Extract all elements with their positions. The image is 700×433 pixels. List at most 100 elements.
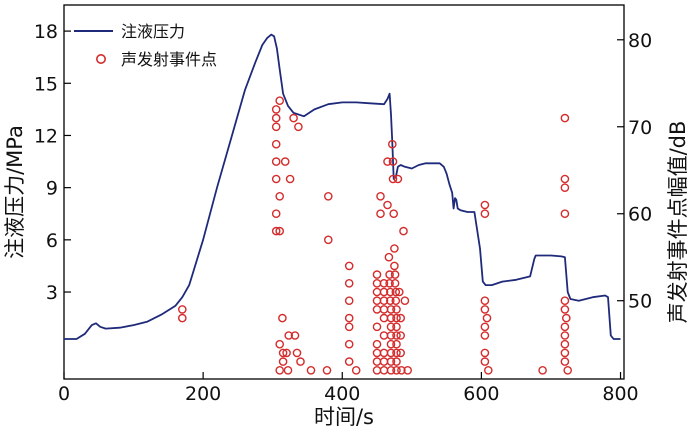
- ae-event-point: [397, 365, 406, 375]
- ae-event-point: [379, 296, 389, 306]
- ae-event-point: [344, 339, 354, 349]
- y-left-tick-label: 12: [34, 125, 58, 147]
- ae-event-point: [386, 357, 396, 366]
- ae-event-point: [560, 331, 570, 340]
- ae-event-point: [379, 287, 389, 297]
- ae-event-point: [392, 339, 401, 349]
- chart-marks: [64, 33, 621, 375]
- ae-event-point: [379, 331, 389, 340]
- ae-event-point: [560, 322, 570, 332]
- ae-event-point: [294, 122, 303, 132]
- ae-event-point: [344, 357, 354, 366]
- ae-event-point: [483, 365, 493, 375]
- ae-event-point: [392, 305, 401, 314]
- ae-event-point: [379, 357, 389, 366]
- ae-event-point: [278, 348, 288, 358]
- ae-event-point: [372, 365, 382, 375]
- ae-event-point: [177, 313, 187, 323]
- ae-event-point: [275, 339, 285, 349]
- ae-event-point: [386, 348, 396, 358]
- y-right-tick-label: 60: [628, 204, 652, 226]
- ae-event-point: [480, 331, 490, 340]
- ae-event-point: [275, 226, 285, 236]
- ae-event-point: [385, 287, 395, 297]
- ae-event-point: [391, 287, 401, 297]
- ae-event-point: [560, 339, 570, 349]
- axis-ticks: 0 200 400 600 800 3 6 9 12 15 18 50 60 70 80: [34, 21, 652, 405]
- ae-event-point: [562, 313, 571, 323]
- ae-event-point: [388, 174, 398, 184]
- ae-event-point: [396, 348, 406, 358]
- ae-event-point: [271, 113, 281, 123]
- ae-event-point: [392, 313, 401, 323]
- ae-event-point: [278, 313, 287, 323]
- ae-event-point: [344, 261, 354, 271]
- ae-event-point: [372, 270, 382, 279]
- ae-event-point: [372, 305, 382, 314]
- ae-event-point: [379, 278, 389, 288]
- ae-event-point: [386, 305, 396, 314]
- ae-event-point: [383, 157, 392, 166]
- ae-event-point: [480, 322, 490, 332]
- ae-event-point: [392, 331, 401, 340]
- ae-event-point: [280, 157, 290, 166]
- ae-event-point: [385, 278, 394, 288]
- ae-event-point: [387, 139, 397, 149]
- x-tick-label: 0: [58, 383, 70, 405]
- ae-event-point: [283, 365, 293, 375]
- legend-marker-swatch: [96, 53, 107, 64]
- ae-event-point: [560, 296, 570, 306]
- ae-event-point: [480, 348, 490, 358]
- ae-event-point: [376, 209, 385, 218]
- x-tick-label: 200: [185, 383, 221, 405]
- ae-event-point: [396, 313, 406, 323]
- ae-event-point: [323, 235, 333, 245]
- ae-event-point: [285, 174, 295, 184]
- ae-event-point: [344, 313, 354, 323]
- ae-event-point: [372, 296, 382, 306]
- ae-event-point: [400, 296, 410, 306]
- y-right-tick-label: 80: [628, 30, 652, 52]
- ae-event-point: [372, 287, 382, 297]
- ae-event-point: [284, 331, 294, 340]
- ae-event-point: [390, 278, 400, 288]
- ae-event-point: [344, 278, 354, 288]
- ae-event-point: [271, 174, 281, 184]
- ae-event-point: [372, 357, 382, 366]
- ae-event-point: [480, 209, 490, 218]
- y-left-tick-label: 15: [34, 73, 58, 95]
- ae-event-point: [323, 191, 333, 201]
- ae-event-point: [271, 226, 281, 236]
- y-axis-right-title: 声发射事件点幅值/dB: [666, 121, 690, 324]
- ae-event-point: [372, 278, 382, 288]
- ae-event-point: [389, 209, 399, 218]
- y-left-tick-label: 6: [46, 230, 58, 252]
- ae-event-point: [480, 357, 490, 366]
- ae-event-point: [278, 357, 288, 366]
- ae-event-point: [393, 174, 403, 184]
- ae-event-point: [372, 339, 382, 349]
- ae-event-point: [376, 191, 385, 201]
- ae-event-point: [538, 365, 547, 375]
- ae-event-point: [386, 331, 396, 340]
- ae-event-point: [386, 339, 396, 349]
- ae-event-point: [403, 365, 413, 375]
- ae-event-point: [560, 348, 570, 358]
- ae-event-point: [480, 200, 490, 210]
- ae-event-point: [480, 296, 490, 306]
- ae-event-point: [379, 313, 389, 323]
- ae-event-point: [275, 96, 285, 105]
- ae-event-point: [306, 365, 316, 375]
- ae-event-point: [292, 348, 302, 358]
- x-tick-label: 800: [602, 383, 638, 405]
- ae-event-point: [399, 226, 408, 236]
- ae-event-point: [390, 261, 399, 271]
- pressure-line: [64, 33, 621, 340]
- ae-event-point: [344, 322, 354, 332]
- ae-event-point: [322, 365, 332, 375]
- ae-event-point: [480, 305, 490, 314]
- y-right-tick-label: 50: [628, 291, 652, 313]
- ae-event-point: [394, 287, 404, 297]
- ae-event-point: [275, 365, 285, 375]
